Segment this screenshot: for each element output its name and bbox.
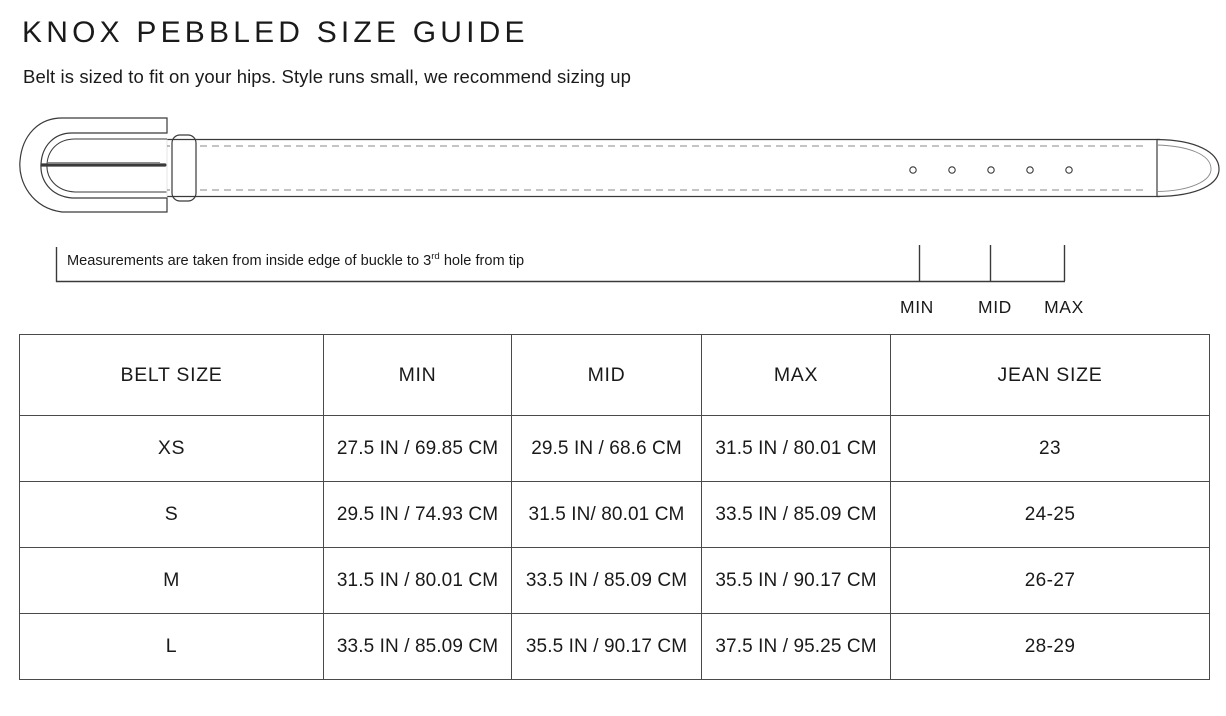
column-header-min: MIN xyxy=(323,334,512,416)
belt-hole xyxy=(909,166,917,174)
belt-hole xyxy=(1026,166,1034,174)
belt-illustration xyxy=(0,108,1226,233)
cell-jean-size: 23 xyxy=(890,415,1210,482)
cell-min: 27.5 IN / 69.85 CM xyxy=(323,415,512,482)
buckle-frame xyxy=(19,117,168,213)
cell-belt-size: S xyxy=(19,481,324,548)
measurement-bracket xyxy=(0,238,1226,328)
table-header-row: BELT SIZE MIN MID MAX JEAN SIZE xyxy=(19,334,1210,416)
cell-max: 37.5 IN / 95.25 CM xyxy=(701,613,891,680)
column-header-mid: MID xyxy=(511,334,702,416)
belt-hole xyxy=(1065,166,1073,174)
cell-min: 31.5 IN / 80.01 CM xyxy=(323,547,512,614)
belt-hole xyxy=(948,166,956,174)
cell-mid: 33.5 IN / 85.09 CM xyxy=(511,547,702,614)
belt-diagram-svg xyxy=(19,117,1220,213)
column-header-jean-size: JEAN SIZE xyxy=(890,334,1210,416)
tick-label-mid: MID xyxy=(978,297,1012,317)
page-subtitle: Belt is sized to fit on your hips. Style… xyxy=(23,66,631,87)
bracket-tick-labels: MIN MID MAX xyxy=(0,297,1226,323)
cell-jean-size: 24-25 xyxy=(890,481,1210,548)
belt-tip xyxy=(1156,138,1220,198)
cell-belt-size: M xyxy=(19,547,324,614)
tick-label-max: MAX xyxy=(1044,297,1084,317)
table-row: S 29.5 IN / 74.93 CM 31.5 IN/ 80.01 CM 3… xyxy=(19,481,1210,548)
tick-label-min: MIN xyxy=(900,297,934,317)
cell-mid: 35.5 IN / 90.17 CM xyxy=(511,613,702,680)
cell-min: 33.5 IN / 85.09 CM xyxy=(323,613,512,680)
cell-mid: 29.5 IN / 68.6 CM xyxy=(511,415,702,482)
size-chart-table: BELT SIZE MIN MID MAX JEAN SIZE XS 27.5 … xyxy=(19,334,1210,680)
measurement-note-text: Measurements are taken from inside edge … xyxy=(67,253,432,269)
measurement-note-ordinal: rd xyxy=(431,251,440,263)
measurement-note-tail: hole from tip xyxy=(439,253,525,269)
cell-belt-size: L xyxy=(19,613,324,680)
measurement-note: Measurements are taken from inside edge … xyxy=(67,251,525,269)
cell-mid: 31.5 IN/ 80.01 CM xyxy=(511,481,702,548)
cell-min: 29.5 IN / 74.93 CM xyxy=(323,481,512,548)
table-row: M 31.5 IN / 80.01 CM 33.5 IN / 85.09 CM … xyxy=(19,547,1210,614)
page-title: KNOX PEBBLED SIZE GUIDE xyxy=(22,16,529,49)
column-header-max: MAX xyxy=(701,334,891,416)
cell-max: 35.5 IN / 90.17 CM xyxy=(701,547,891,614)
cell-jean-size: 28-29 xyxy=(890,613,1210,680)
belt-tip-inner xyxy=(1156,144,1212,192)
belt-hole xyxy=(987,166,995,174)
table-row: L 33.5 IN / 85.09 CM 35.5 IN / 90.17 CM … xyxy=(19,613,1210,680)
cell-max: 33.5 IN / 85.09 CM xyxy=(701,481,891,548)
cell-jean-size: 26-27 xyxy=(890,547,1210,614)
table-row: XS 27.5 IN / 69.85 CM 29.5 IN / 68.6 CM … xyxy=(19,415,1210,482)
column-header-belt-size: BELT SIZE xyxy=(19,334,324,416)
measurement-bracket-svg xyxy=(55,245,1066,283)
cell-max: 31.5 IN / 80.01 CM xyxy=(701,415,891,482)
keeper-loop xyxy=(171,134,197,202)
cell-belt-size: XS xyxy=(19,415,324,482)
